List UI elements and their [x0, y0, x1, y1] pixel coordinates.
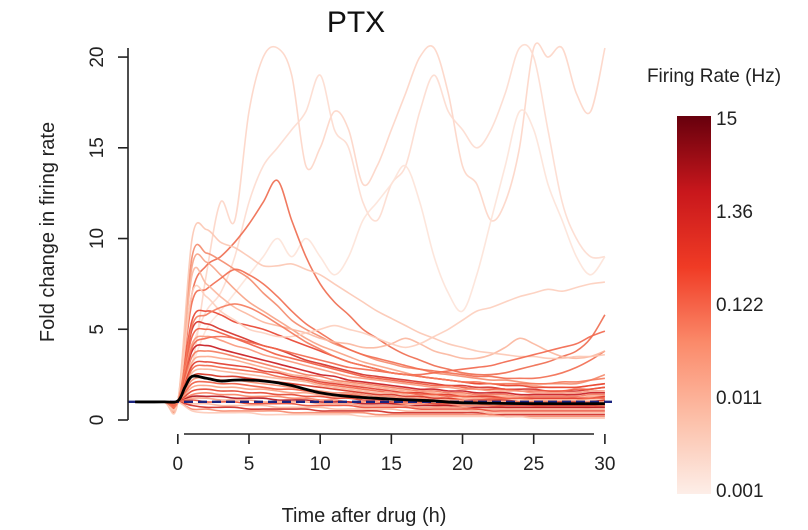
x-tick-label: 15 [381, 454, 402, 475]
series-line [135, 303, 605, 409]
y-tick-label: 15 [87, 137, 108, 158]
colorbar-tick-label: 1.36 [716, 202, 753, 223]
x-tick-label: 5 [244, 454, 255, 475]
series-line [135, 43, 605, 407]
colorbar-tick-label: 15 [716, 109, 737, 130]
x-tick-label: 10 [310, 454, 331, 475]
series-line [135, 388, 605, 407]
mean-line [135, 374, 605, 406]
x-axis-ticks: 0 5 10 15 20 25 30 [173, 434, 615, 475]
series-line [135, 327, 606, 408]
plot-area [128, 42, 612, 420]
x-tick-label: 30 [594, 454, 615, 475]
colorbar-tick-label: 0.122 [716, 295, 764, 316]
x-tick-label: 0 [173, 454, 184, 475]
y-tick-label: 0 [87, 415, 108, 426]
series-line [135, 281, 605, 411]
series-line [135, 320, 605, 409]
series-line [135, 109, 606, 406]
series-line [135, 42, 606, 406]
colorbar-title: Firing Rate (Hz) [647, 66, 781, 87]
colorbar-tick-label: 0.001 [716, 481, 764, 502]
y-tick-label: 5 [87, 324, 108, 335]
series-line [135, 344, 605, 407]
series-line [135, 266, 606, 412]
y-tick-label: 10 [87, 228, 108, 249]
x-tick-label: 25 [523, 454, 544, 475]
series-line [135, 395, 605, 409]
series-line [135, 400, 605, 416]
series-line [135, 268, 606, 410]
y-tick-label: 20 [87, 47, 108, 68]
series-line [135, 253, 605, 413]
series-line [135, 330, 606, 407]
chart-title: PTX [327, 6, 385, 39]
colorbar-labels: 15 1.36 0.122 0.011 0.001 [716, 109, 764, 502]
x-tick-label: 20 [452, 454, 473, 475]
series-line [135, 349, 605, 406]
y-axis-label: Fold change in firing rate [37, 122, 59, 342]
colorbar-tick-label: 0.011 [716, 388, 762, 409]
series-line [135, 397, 605, 411]
y-axis-ticks: 0 5 10 15 20 [87, 47, 128, 426]
series-line [135, 368, 605, 405]
series-line [135, 335, 605, 407]
colorbar [677, 116, 711, 494]
series-line [135, 400, 605, 418]
series-line [135, 360, 606, 406]
x-axis-label: Time after drug (h) [282, 505, 447, 527]
series-line [135, 399, 605, 412]
series-line [135, 400, 605, 414]
series-line [135, 400, 605, 420]
